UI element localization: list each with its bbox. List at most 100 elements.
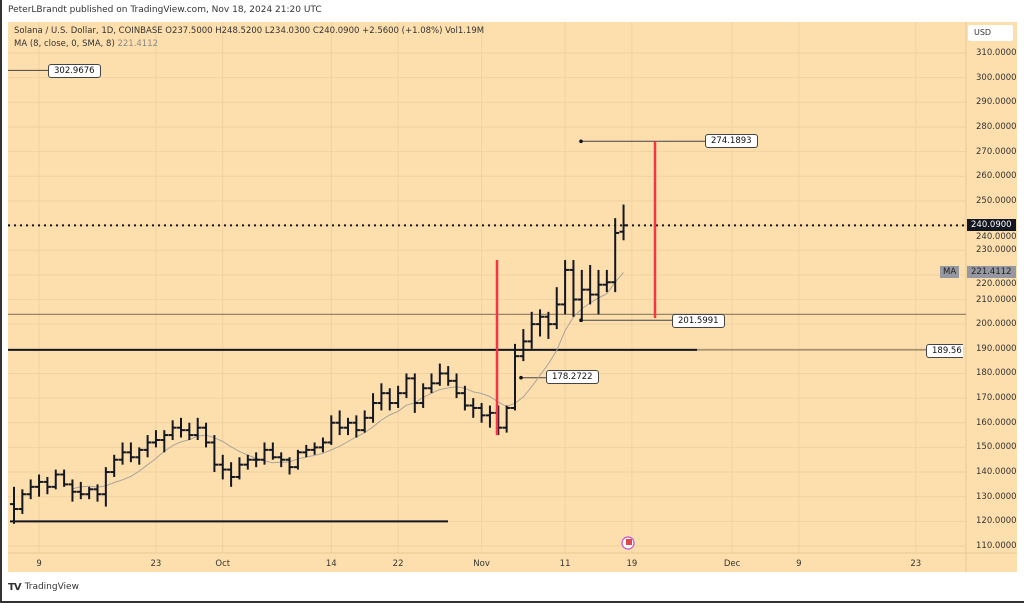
ma-legend: MA (8, close, 0, SMA, 8) 221.4112 — [14, 39, 158, 49]
ohlc-bar — [160, 430, 169, 453]
ohlc-bar — [118, 442, 127, 465]
ohlc-bar — [210, 435, 219, 473]
x-tick-label: 23 — [910, 559, 922, 569]
ohlc-bar — [452, 373, 461, 399]
x-tick-label: Dec — [723, 559, 741, 569]
x-tick-label: 22 — [392, 559, 404, 569]
y-tick-label: 170.0000 — [976, 393, 1017, 404]
label-189[interactable]: 189.56 — [926, 344, 963, 358]
ohlc-bar — [586, 264, 595, 305]
y-tick-label: 240.0000 — [976, 232, 1017, 242]
ohlc-bar — [151, 430, 160, 448]
label-178[interactable]: 178.2722 — [546, 370, 599, 384]
y-tick-label: 270.0000 — [976, 146, 1017, 157]
publisher-line: PeterLBrandt published on TradingView.co… — [8, 5, 322, 15]
ohlc-bar — [544, 311, 553, 339]
ohlc-bar — [410, 373, 419, 413]
ohlc-bar — [43, 476, 52, 495]
ohlc-bar — [569, 260, 578, 317]
y-tick-label: 130.0000 — [976, 491, 1017, 502]
ohlc-bar — [611, 218, 620, 293]
window-border — [0, 601, 1024, 603]
ohlc-bar — [302, 444, 311, 458]
label-302[interactable]: 302.9676 — [48, 64, 101, 78]
ohlc-bar — [93, 484, 102, 502]
y-tick-label: 190.0000 — [976, 343, 1017, 354]
ohlc-bar — [51, 469, 60, 490]
ohlc-bar — [561, 260, 570, 315]
ohlc-bar — [552, 287, 561, 330]
ohlc-bar — [477, 403, 486, 423]
y-tick-label: 260.0000 — [976, 171, 1017, 182]
ohlc-bar — [10, 486, 18, 524]
x-tick-label: Oct — [215, 559, 231, 569]
ohlc-bar — [460, 385, 469, 411]
tradingview-logo[interactable]: TV TradingView — [8, 582, 79, 593]
ohlc-bar — [126, 442, 135, 463]
y-tick-label: 140.0000 — [976, 467, 1017, 478]
ohlc-bar — [68, 479, 77, 502]
ohlc-bar — [385, 388, 394, 411]
x-tick-label: 11 — [559, 559, 571, 569]
ohlc-bar — [360, 410, 369, 433]
currency-button[interactable]: USD — [968, 25, 1013, 41]
ohlc-bar — [536, 309, 545, 337]
y-tick-label: 250.0000 — [976, 195, 1017, 206]
y-tick-label: 220.0000 — [976, 279, 1017, 289]
ohlc-bar — [193, 417, 202, 441]
chart-area[interactable] — [8, 22, 1017, 572]
y-tick-label: 180.0000 — [976, 368, 1017, 379]
ohlc-bar — [485, 405, 494, 428]
y-tick-label: 210.0000 — [976, 294, 1017, 305]
ohlc-bar — [85, 486, 94, 500]
y-tick-label: 150.0000 — [976, 442, 1017, 453]
ohlc-bar — [260, 442, 269, 465]
ohlc-bar — [277, 452, 286, 468]
ohlc-bar — [318, 437, 327, 453]
ohlc-bar — [494, 405, 503, 436]
y-tick-label: 200.0000 — [976, 319, 1017, 330]
label-201[interactable]: 201.5991 — [672, 314, 725, 328]
x-tick-label: 9 — [36, 559, 42, 569]
symbol-legend: Solana / U.S. Dollar, 1D, COINBASE O237.… — [14, 26, 485, 36]
ohlc-bar — [60, 469, 69, 487]
ohlc-bar — [502, 405, 511, 433]
y-tick-label: 290.0000 — [976, 97, 1017, 108]
last-price-label: 240.0900 — [967, 219, 1016, 231]
ohlc-bar — [594, 269, 603, 315]
ohlc-bar — [76, 481, 85, 500]
ohlc-bar — [519, 329, 528, 362]
ohlc-bar — [252, 452, 261, 468]
ohlc-bar — [369, 393, 378, 423]
ohlc-bar — [177, 417, 185, 438]
ohlc-bar — [135, 447, 144, 465]
x-tick-label: 14 — [325, 559, 337, 569]
y-tick-label: 160.0000 — [976, 417, 1017, 428]
ohlc-bar — [101, 467, 110, 507]
ohlc-bar — [26, 479, 35, 500]
window-border — [0, 0, 2, 603]
ma-axis-tag: MA — [940, 266, 960, 278]
anchor-dot — [579, 139, 583, 144]
ohlc-bar — [394, 385, 403, 408]
label-274[interactable]: 274.1893 — [705, 134, 758, 148]
anchor-dot — [519, 375, 523, 380]
ma-axis-value: 221.4112 — [967, 266, 1016, 278]
y-tick-label: 110.0000 — [976, 541, 1017, 551]
x-tick-label: Nov — [473, 559, 490, 569]
tv-logo-text: TradingView — [24, 582, 79, 592]
ohlc-bar — [327, 415, 336, 445]
ohlc-bar — [18, 489, 27, 514]
ohlc-bar — [293, 449, 302, 470]
ohlc-bar — [602, 269, 611, 293]
ma-legend-value: 221.4112 — [117, 39, 159, 49]
ma-legend-label: MA (8, close, 0, SMA, 8) — [14, 39, 115, 49]
tv-logo-icon: TV — [8, 582, 22, 593]
ohlc-bar — [577, 269, 586, 322]
ohlc-bar — [527, 311, 536, 349]
x-tick-label: 9 — [796, 559, 802, 569]
ohlc-bar — [444, 366, 453, 386]
y-tick-label: 230.0000 — [976, 245, 1017, 256]
ohlc-bar — [335, 410, 344, 436]
